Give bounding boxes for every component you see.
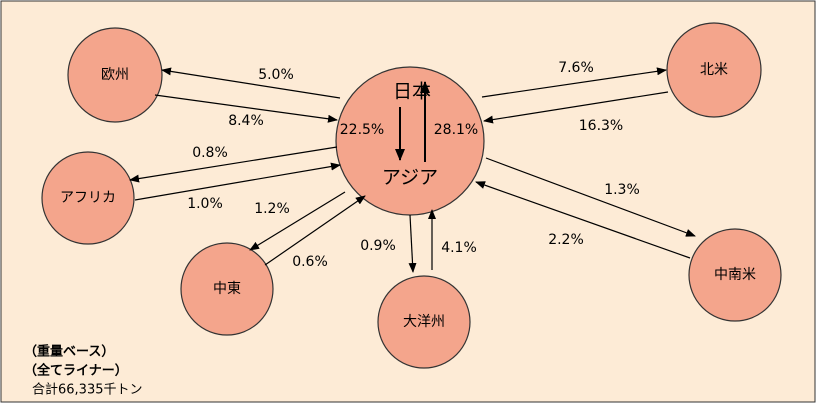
- node-label: アジア: [382, 167, 438, 189]
- node-label: 中南米: [714, 267, 756, 283]
- arrow: [264, 195, 366, 266]
- node-label: 大洋州: [403, 314, 445, 330]
- node-label: 北米: [700, 62, 728, 78]
- arrow: [485, 157, 696, 237]
- note: （重量ベース）: [24, 344, 114, 360]
- node: [666, 22, 762, 118]
- flow-label: 0.9%: [360, 238, 396, 254]
- flow-label: 4.1%: [441, 240, 477, 256]
- arrows: [129, 67, 696, 273]
- arrow: [161, 67, 341, 99]
- flow-labels: 22.5% 28.1% 5.0% 8.4% 7.6% 16.3% 0.8% 1.…: [187, 60, 640, 270]
- arrow: [481, 67, 667, 98]
- node: [180, 242, 274, 336]
- node-label: アフリカ: [60, 190, 116, 206]
- notes: （重量ベース） （全てライナー） 合計66,335千トン: [24, 344, 143, 398]
- node-label: 中東: [213, 281, 241, 297]
- flow-label: 2.2%: [548, 232, 584, 248]
- arrow: [154, 94, 338, 123]
- flow-label: 1.0%: [187, 196, 223, 212]
- flow-label: 16.3%: [579, 118, 623, 134]
- arrow: [483, 91, 669, 124]
- node-label: 日本: [393, 81, 431, 103]
- arrow: [134, 162, 341, 201]
- flow-label: 0.6%: [292, 254, 328, 270]
- note: 合計66,335千トン: [32, 382, 143, 398]
- note: （全てライナー）: [24, 363, 128, 379]
- arrow: [249, 191, 346, 251]
- node-labels: 日本 アジア 欧州 北米 アフリカ 中東 大洋州 中南米: [60, 62, 756, 330]
- flow-label: 22.5%: [340, 122, 384, 138]
- nodes: [41, 22, 782, 369]
- flow-label: 1.3%: [604, 182, 640, 198]
- node: [41, 151, 135, 245]
- flow-label: 7.6%: [558, 60, 594, 76]
- node: [688, 228, 782, 322]
- arrow: [475, 181, 691, 259]
- node: [377, 275, 471, 369]
- node-label: 欧州: [101, 67, 129, 83]
- arrow: [129, 146, 338, 183]
- flow-label: 1.2%: [254, 201, 290, 217]
- flow-label: 5.0%: [258, 67, 294, 83]
- flow-label: 8.4%: [228, 113, 264, 129]
- flow-label: 0.8%: [192, 145, 228, 161]
- arrow: [408, 214, 417, 273]
- flow-label: 28.1%: [434, 122, 478, 138]
